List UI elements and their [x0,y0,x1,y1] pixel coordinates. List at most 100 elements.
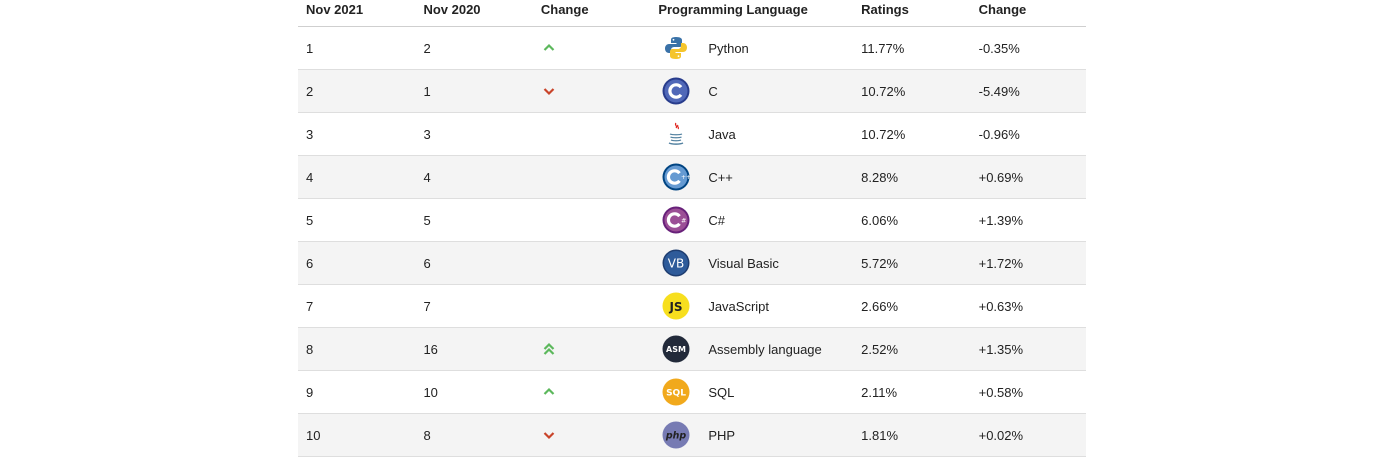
language-cell: Java [650,112,854,156]
rating-change-value: +0.63% [970,284,1086,328]
header-nov-2020: Nov 2020 [415,0,533,27]
language-name: C [708,83,718,99]
rank-2020: 8 [415,413,533,457]
rating-value: 5.72% [853,241,971,285]
language-name: Visual Basic [708,255,779,271]
rank-change-cell [532,327,651,371]
table-row: 8 16 ASM Assembly language 2.52% +1.35% [298,327,1086,371]
language-cell: ++ C++ [650,155,854,199]
rating-value: 6.06% [853,198,971,242]
rank-2021: 3 [298,112,416,156]
rank-2021: 4 [298,155,416,199]
language-name: SQL [708,384,735,400]
svg-text:SQL: SQL [666,389,686,399]
language-name: PHP [708,427,736,443]
table-row: 4 4 ++ C++ 8.28% +0.69% [298,155,1086,199]
header-programming-language: Programming Language [650,0,854,27]
svg-text:++: ++ [681,174,690,181]
svg-text:php: php [665,431,687,442]
arrow-up-icon [541,43,650,53]
language-name: C# [708,212,725,228]
rank-2020: 16 [415,327,533,371]
rating-value: 10.72% [853,69,971,113]
language-cell: C [650,69,854,113]
rating-value: 2.11% [853,370,971,414]
rank-change-cell [532,370,651,414]
rating-change-value: +0.58% [970,370,1086,414]
rating-change-value: -0.96% [970,112,1086,156]
language-cell: SQL SQL [650,370,854,414]
rank-2021: 5 [298,198,416,242]
rating-value: 2.52% [853,327,971,371]
rank-2021: 2 [298,69,416,113]
table-row: 3 3 Java 10.72% -0.96% [298,112,1086,156]
table-row: 1 2 Python 11.77% -0.35% [298,26,1086,70]
rank-change-cell [532,112,651,156]
rank-2020: 10 [415,370,533,414]
table-row: 2 1 C 10.72% -5.49% [298,69,1086,113]
table-row: 9 10 SQL SQL 2.11% +0.58% [298,370,1086,414]
cpp-logo-icon: ++ [662,163,690,191]
rating-value: 8.28% [853,155,971,199]
rank-2020: 3 [415,112,533,156]
language-name: Python [708,40,749,56]
rank-2020: 5 [415,198,533,242]
header-rank-change: Change [532,0,651,27]
arrow-down-icon [541,86,650,96]
rank-2021: 8 [298,327,416,371]
rank-2020: 4 [415,155,533,199]
rating-value: 11.77% [853,26,971,70]
c-logo-icon [662,77,690,105]
rating-value: 10.72% [853,112,971,156]
language-cell: # C# [650,198,854,242]
svg-text:ASM: ASM [666,345,686,354]
rating-change-value: +0.69% [970,155,1086,199]
java-logo-icon [662,120,690,148]
language-ranking-table: Nov 2021 Nov 2020 Change Programming Lan… [298,0,1086,457]
rating-change-value: +1.39% [970,198,1086,242]
python-logo-icon [662,34,690,62]
rating-change-value: -0.35% [970,26,1086,70]
rating-change-value: +1.72% [970,241,1086,285]
rank-change-cell [532,198,651,242]
rank-2021: 1 [298,26,416,70]
table-row: 6 6 VB Visual Basic 5.72% +1.72% [298,241,1086,285]
language-name: JavaScript [708,298,770,314]
language-name: C++ [708,169,733,185]
language-name: Java [708,126,736,142]
rank-2020: 7 [415,284,533,328]
header-rating-change: Change [970,0,1086,27]
visual-basic-logo-icon: VB [662,249,690,277]
rank-2021: 6 [298,241,416,285]
language-cell: Python [650,26,854,70]
rank-change-cell [532,241,651,285]
rank-2020: 1 [415,69,533,113]
language-cell: VB Visual Basic [650,241,854,285]
table-header-row: Nov 2021 Nov 2020 Change Programming Lan… [298,0,1086,27]
header-nov-2021: Nov 2021 [298,0,416,27]
rating-value: 1.81% [853,413,971,457]
rating-value: 2.66% [853,284,971,328]
table-row: 5 5 # C# 6.06% +1.39% [298,198,1086,242]
csharp-logo-icon: # [662,206,690,234]
header-ratings: Ratings [853,0,971,27]
rank-change-cell [532,69,651,113]
language-name: Assembly language [708,341,822,357]
rank-2020: 2 [415,26,533,70]
rank-change-cell [532,413,651,457]
rank-2021: 7 [298,284,416,328]
ranking-table-container: Nov 2021 Nov 2020 Change Programming Lan… [298,0,1086,457]
language-cell: JS JavaScript [650,284,854,328]
rank-2020: 6 [415,241,533,285]
rank-2021: 10 [298,413,416,457]
svg-text:#: # [681,217,686,225]
language-cell: php PHP [650,413,854,457]
double-arrow-up-icon [541,342,650,356]
svg-text:JS: JS [669,300,683,314]
arrow-down-icon [541,430,650,440]
rating-change-value: +1.35% [970,327,1086,371]
rank-change-cell [532,284,651,328]
javascript-logo-icon: JS [662,292,690,320]
language-cell: ASM Assembly language [650,327,854,371]
table-row: 7 7 JS JavaScript 2.66% +0.63% [298,284,1086,328]
